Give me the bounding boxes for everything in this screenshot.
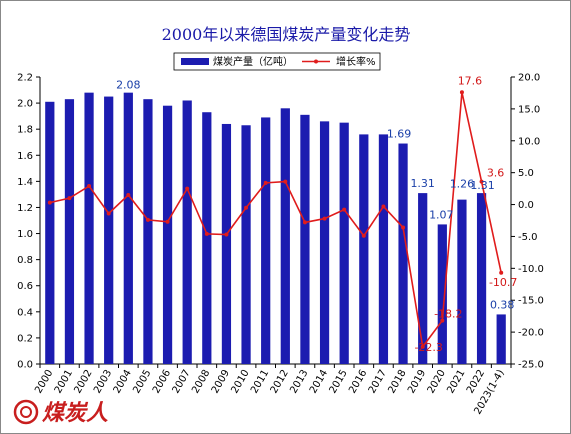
rate-value-label: 17.6 bbox=[458, 74, 483, 87]
bar bbox=[378, 134, 389, 364]
bar-value-label: 2.08 bbox=[116, 79, 141, 92]
bar-value-label: 1.31 bbox=[410, 177, 435, 190]
rate-line bbox=[47, 90, 504, 349]
left-tick-label: 2.0 bbox=[17, 99, 33, 110]
rate-point bbox=[224, 232, 229, 237]
bar bbox=[437, 224, 447, 364]
right-tick-label: 20.0 bbox=[518, 73, 540, 84]
rate-point bbox=[67, 196, 72, 201]
bars bbox=[45, 92, 506, 365]
rate-point bbox=[459, 90, 464, 95]
rate-point bbox=[499, 270, 504, 275]
left-tick-label: 1.8 bbox=[17, 125, 33, 136]
bar bbox=[319, 121, 330, 364]
rate-value-label: 3.6 bbox=[487, 167, 505, 180]
right-tick-label: -10.0 bbox=[518, 264, 544, 275]
rate-point bbox=[204, 231, 209, 236]
rate-point bbox=[106, 211, 111, 216]
rate-point bbox=[126, 192, 131, 197]
bar bbox=[162, 105, 173, 364]
bar bbox=[104, 96, 114, 365]
right-tick-label: 5.0 bbox=[518, 168, 534, 179]
rate-point bbox=[361, 233, 366, 238]
chart-title: 2000年以来德国煤炭产量变化走势 bbox=[162, 25, 411, 44]
rate-point bbox=[302, 220, 307, 225]
bar bbox=[123, 92, 133, 365]
right-tick-label: -20.0 bbox=[518, 328, 544, 339]
rate-point bbox=[283, 179, 288, 184]
rate-value-label: -10.7 bbox=[489, 276, 517, 289]
left-tick-label: 0.2 bbox=[17, 333, 33, 344]
bar bbox=[143, 99, 153, 364]
bar-value-label: 1.26 bbox=[450, 178, 475, 191]
rate-point bbox=[440, 318, 445, 323]
bar bbox=[418, 193, 428, 364]
bar bbox=[182, 100, 192, 365]
bar bbox=[280, 108, 290, 365]
bar bbox=[476, 193, 487, 364]
bar bbox=[64, 99, 75, 364]
legend-line-label: 增长率% bbox=[336, 55, 376, 68]
left-tick-label: 1.4 bbox=[17, 177, 33, 188]
data-labels: 2.081.691.311.071.261.310.38-22.3-18.217… bbox=[116, 74, 517, 353]
rate-point bbox=[263, 180, 268, 185]
legend-line-marker bbox=[314, 59, 318, 64]
rate-point bbox=[87, 184, 92, 189]
bar-value-label: 1.69 bbox=[387, 128, 412, 141]
logo-text: 煤炭人 bbox=[42, 400, 109, 426]
right-tick-label: -5.0 bbox=[518, 232, 538, 243]
rate-value-label: -22.3 bbox=[414, 341, 442, 354]
bar bbox=[359, 134, 369, 364]
legend-box bbox=[173, 52, 381, 71]
logo-circle-icon bbox=[13, 399, 39, 425]
left-tick-label: 1.2 bbox=[17, 203, 33, 214]
bar bbox=[496, 314, 506, 364]
rate-point bbox=[185, 186, 190, 191]
left-tick-label: 0.4 bbox=[17, 307, 33, 318]
left-tick-label: 0.0 bbox=[17, 360, 33, 371]
right-tick-label: 0.0 bbox=[518, 200, 534, 211]
right-tick-label: 10.0 bbox=[518, 136, 540, 147]
watermark-logo: 煤炭人 bbox=[13, 399, 109, 426]
left-tick-label: 0.8 bbox=[17, 255, 33, 266]
legend-bar-label: 煤炭产量（亿吨） bbox=[213, 55, 293, 68]
rate-point bbox=[381, 204, 386, 209]
rate-point bbox=[420, 344, 425, 349]
legend-bar-swatch bbox=[181, 58, 209, 65]
rate-point bbox=[244, 205, 249, 210]
left-tick-label: 2.2 bbox=[17, 73, 33, 84]
rate-point bbox=[401, 225, 406, 230]
rate-point bbox=[47, 200, 52, 205]
bar-value-label: 1.07 bbox=[429, 208, 454, 221]
bar bbox=[45, 101, 55, 364]
rate-point bbox=[479, 179, 484, 184]
right-tick-label: 15.0 bbox=[518, 104, 540, 115]
bar bbox=[202, 112, 212, 365]
bar-value-label: 0.38 bbox=[490, 298, 515, 311]
right-tick-label: -25.0 bbox=[518, 360, 544, 371]
logo-inner-circle-icon bbox=[20, 406, 32, 418]
legend: 煤炭产量（亿吨） 增长率% bbox=[173, 52, 381, 71]
bar bbox=[300, 114, 310, 364]
rate-point bbox=[165, 219, 170, 224]
left-tick-label: 1.0 bbox=[17, 229, 33, 240]
bar bbox=[339, 122, 349, 364]
bar-value-label: 1.31 bbox=[470, 179, 495, 192]
bar bbox=[398, 143, 408, 364]
rate-point bbox=[145, 217, 150, 222]
rate-value-label: -18.2 bbox=[434, 308, 462, 321]
bar bbox=[457, 199, 467, 364]
bar bbox=[261, 117, 271, 364]
bar bbox=[221, 123, 232, 364]
bar bbox=[241, 125, 251, 364]
left-tick-label: 0.6 bbox=[17, 281, 33, 292]
rate-series-line bbox=[49, 92, 502, 349]
rate-point bbox=[342, 207, 347, 212]
bar bbox=[84, 92, 94, 365]
right-tick-label: -15.0 bbox=[518, 296, 544, 307]
rate-point bbox=[322, 216, 327, 221]
left-tick-label: 1.6 bbox=[17, 151, 33, 162]
